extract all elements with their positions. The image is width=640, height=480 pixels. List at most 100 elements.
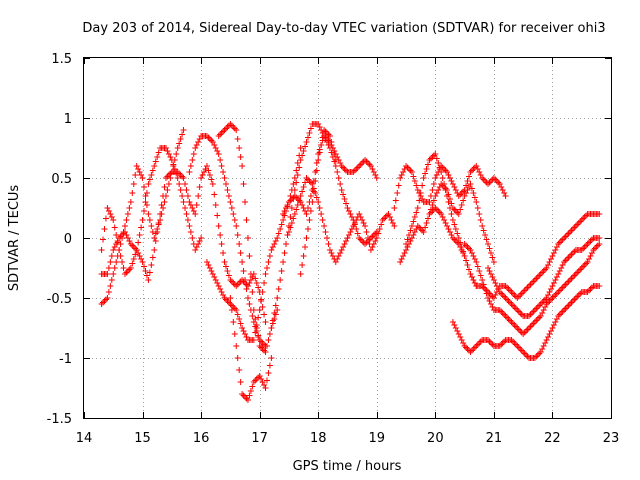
series-sat-g — [227, 295, 275, 403]
data-point — [104, 295, 111, 301]
data-point — [455, 211, 462, 217]
data-point — [354, 230, 361, 237]
axis-ticks — [84, 58, 612, 419]
data-point — [583, 212, 590, 219]
data-point — [304, 176, 311, 183]
data-point — [341, 166, 348, 172]
data-point — [288, 220, 295, 226]
y-tick-label: 0.5 — [51, 172, 72, 187]
data-point — [209, 181, 216, 187]
data-point — [195, 139, 202, 145]
data-point — [151, 247, 158, 253]
data-point — [432, 205, 439, 211]
data-point — [410, 218, 417, 225]
data-point — [338, 247, 345, 253]
data-point — [116, 247, 123, 253]
x-tick-label: 20 — [427, 431, 444, 446]
data-markers — [98, 121, 603, 403]
data-point — [514, 343, 521, 349]
data-point — [252, 275, 259, 282]
data-point — [221, 259, 228, 265]
data-point — [325, 241, 332, 247]
data-point — [370, 241, 377, 247]
data-point — [243, 217, 250, 223]
data-point — [353, 166, 360, 172]
data-point — [423, 220, 430, 226]
data-point — [536, 272, 543, 279]
data-point — [321, 127, 328, 133]
data-point — [231, 331, 238, 337]
data-point — [237, 379, 244, 385]
data-point — [285, 229, 292, 235]
data-point — [515, 344, 522, 351]
data-point — [291, 211, 298, 217]
data-point — [350, 169, 357, 175]
data-point — [474, 205, 481, 211]
data-point — [404, 244, 411, 250]
data-point — [155, 221, 162, 228]
data-point — [303, 211, 310, 217]
data-point — [536, 350, 543, 357]
data-point — [457, 191, 464, 198]
data-point — [174, 169, 181, 175]
data-point — [261, 382, 268, 388]
data-point — [189, 235, 196, 241]
data-point — [326, 133, 333, 139]
data-point — [340, 191, 347, 198]
data-point — [242, 199, 249, 205]
data-point — [344, 205, 351, 211]
data-point — [546, 298, 553, 304]
data-point — [559, 284, 566, 291]
data-point — [138, 172, 145, 178]
data-point — [244, 283, 251, 289]
data-point — [209, 139, 216, 145]
data-point — [517, 310, 524, 316]
data-point — [564, 256, 571, 262]
data-point — [586, 287, 593, 294]
data-point — [287, 214, 294, 220]
data-point — [580, 245, 587, 252]
data-point — [420, 229, 427, 235]
data-point — [180, 175, 187, 181]
data-point — [547, 286, 554, 292]
data-point — [239, 325, 246, 331]
data-point — [142, 199, 149, 205]
data-point — [343, 167, 350, 174]
data-point — [263, 377, 270, 384]
data-point — [455, 241, 462, 247]
data-point — [534, 274, 541, 280]
data-point — [344, 235, 351, 241]
data-point — [441, 181, 448, 187]
data-point — [239, 163, 246, 169]
data-point — [287, 197, 294, 204]
data-point — [473, 343, 480, 349]
data-point — [372, 172, 379, 178]
data-point — [255, 284, 262, 291]
data-point — [351, 220, 358, 226]
data-point — [291, 193, 298, 199]
data-point — [272, 302, 279, 309]
data-point — [419, 182, 426, 189]
data-point — [348, 214, 355, 220]
data-point — [451, 322, 458, 328]
data-point — [262, 349, 269, 355]
data-point — [546, 331, 553, 337]
data-point — [569, 250, 576, 256]
data-point — [345, 232, 352, 238]
data-point — [322, 128, 329, 135]
data-point — [482, 286, 489, 292]
data-point — [439, 175, 446, 181]
data-point — [302, 179, 309, 186]
data-point — [559, 236, 566, 243]
data-point — [205, 167, 212, 174]
data-point — [294, 196, 301, 202]
data-point — [552, 292, 559, 298]
data-point — [442, 220, 449, 226]
data-point — [302, 208, 309, 214]
data-point — [452, 226, 459, 232]
data-point — [490, 259, 497, 265]
data-point — [233, 127, 240, 133]
data-point — [297, 157, 304, 163]
data-point — [384, 212, 391, 219]
data-point — [539, 299, 546, 306]
